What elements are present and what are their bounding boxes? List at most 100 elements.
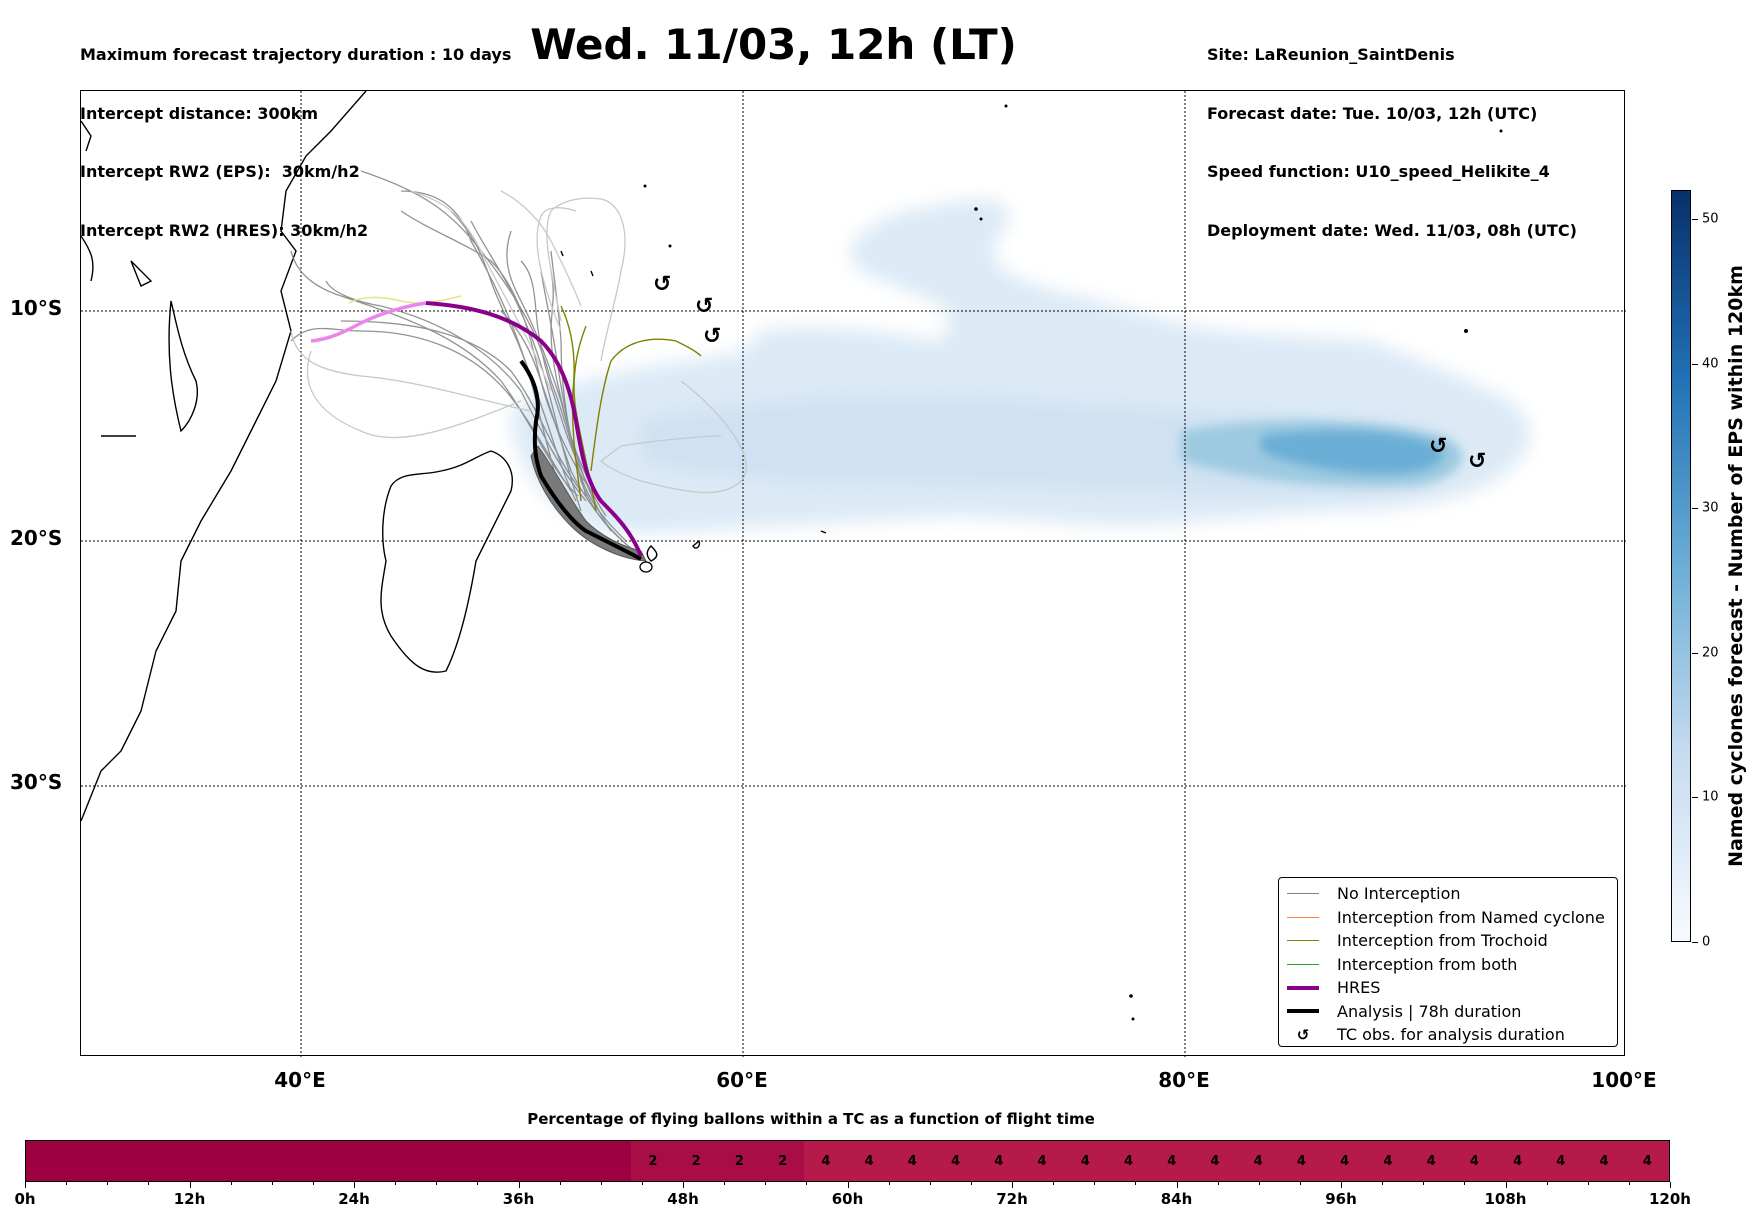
strip-cell: 4 bbox=[1625, 1141, 1669, 1181]
legend-item-trochoid: Interception from Trochoid bbox=[1287, 929, 1617, 953]
strip-cell bbox=[242, 1141, 286, 1181]
tc-obs-icon: ↺ bbox=[695, 294, 713, 319]
strip-tick bbox=[271, 1182, 273, 1185]
trajectory-info-right: Site: LaReunion_SaintDenis Forecast date… bbox=[1207, 6, 1577, 260]
colorbar-tick-label: 30 bbox=[1702, 500, 1719, 516]
colorbar-tick bbox=[1692, 652, 1698, 654]
strip-time-label: 108h bbox=[1484, 1190, 1527, 1208]
strip-tick bbox=[395, 1182, 397, 1185]
strip-tick bbox=[1135, 1182, 1137, 1185]
legend-item-both: Interception from both bbox=[1287, 953, 1617, 977]
strip-tick bbox=[1258, 1182, 1260, 1185]
strip-cell: 4 bbox=[1366, 1141, 1410, 1181]
strip-tick bbox=[189, 1182, 191, 1188]
legend-swatch bbox=[1287, 940, 1319, 942]
strip-cell bbox=[112, 1141, 156, 1181]
strip-cell: 4 bbox=[1495, 1141, 1540, 1181]
strip-tick bbox=[1464, 1182, 1466, 1185]
strip-tick bbox=[354, 1182, 355, 1188]
strip-tick bbox=[724, 1182, 726, 1185]
launch-site-island bbox=[639, 561, 653, 573]
legend-label: HRES bbox=[1337, 978, 1381, 998]
strip-time-label: 96h bbox=[1325, 1190, 1357, 1208]
strip-tick bbox=[477, 1182, 479, 1185]
strip-cell: 4 bbox=[1193, 1141, 1237, 1181]
colorbar-tick-label: 10 bbox=[1702, 789, 1719, 805]
legend-item-analysis: Analysis | 78h duration bbox=[1287, 1000, 1617, 1024]
colorbar-tick bbox=[1692, 942, 1698, 943]
strip-tick bbox=[25, 1182, 26, 1188]
hres-track bbox=[425, 301, 643, 557]
info-intercept-distance: Intercept distance: 300km bbox=[80, 103, 319, 123]
tc-obs-icon: ↺ bbox=[653, 272, 671, 297]
strip-cell bbox=[155, 1141, 199, 1181]
strip-tick bbox=[1094, 1182, 1096, 1185]
strip-cell bbox=[415, 1141, 459, 1181]
lat-label-20s: 20°S bbox=[10, 526, 63, 550]
strip-tick bbox=[1176, 1182, 1178, 1188]
info-speed-function: Speed function: U10_speed_Helikite_4 bbox=[1207, 162, 1550, 181]
strip-cell: 4 bbox=[1539, 1141, 1583, 1181]
graticule bbox=[81, 91, 1626, 1057]
strip-cell: 2 bbox=[717, 1141, 761, 1181]
map-panel[interactable]: ↺ ↺ ↺ ↺ ↺ bbox=[80, 90, 1626, 1057]
colorbar-label: Named cyclones forecast - Number of EPS … bbox=[1725, 265, 1747, 867]
map-title: Wed. 11/03, 12h (LT) bbox=[530, 20, 1017, 69]
map-canvas: ↺ ↺ ↺ ↺ ↺ bbox=[81, 91, 1626, 1057]
legend-item-tc-obs: ↺ TC obs. for analysis duration bbox=[1287, 1023, 1617, 1047]
legend-item-hres: HRES bbox=[1287, 976, 1617, 1000]
strip-tick bbox=[1053, 1182, 1055, 1185]
colorbar-tick bbox=[1692, 508, 1698, 510]
strip-cell: 4 bbox=[1582, 1141, 1626, 1181]
strip-tick bbox=[929, 1182, 931, 1185]
strip-tick bbox=[683, 1182, 684, 1188]
strip-tick bbox=[518, 1182, 520, 1188]
colorbar bbox=[1671, 190, 1691, 942]
colorbar-tick bbox=[1692, 363, 1698, 365]
info-forecast-date: Forecast date: Tue. 10/03, 12h (UTC) bbox=[1207, 103, 1538, 123]
strip-time-label: 60h bbox=[831, 1190, 864, 1208]
strip-cell: 4 bbox=[1409, 1141, 1453, 1181]
legend-label: Analysis | 78h duration bbox=[1337, 1001, 1522, 1021]
strip-tick bbox=[641, 1182, 643, 1185]
strip-cell: 4 bbox=[804, 1141, 848, 1181]
strip-time-label: 120h bbox=[1649, 1190, 1691, 1208]
trajectory-info-left: Maximum forecast trajectory duration : 1… bbox=[80, 6, 511, 260]
strip-tick bbox=[1012, 1182, 1013, 1188]
hres-track-pink bbox=[310, 301, 427, 343]
strip-cell bbox=[588, 1141, 632, 1181]
strip-tick bbox=[1217, 1182, 1219, 1185]
legend-label: Interception from Named cyclone bbox=[1337, 907, 1605, 927]
legend-swatch bbox=[1287, 1009, 1319, 1014]
coastlines bbox=[81, 91, 827, 822]
strip-cell: 2 bbox=[760, 1141, 805, 1181]
strip-cell bbox=[328, 1141, 372, 1181]
legend-label: Interception from both bbox=[1337, 954, 1518, 974]
strip-cell bbox=[544, 1141, 589, 1181]
strip-time-label: 72h bbox=[996, 1190, 1028, 1208]
strip-tick bbox=[1628, 1182, 1630, 1185]
strip-tick bbox=[888, 1182, 890, 1185]
strip-title: Percentage of flying ballons within a TC… bbox=[527, 1110, 1095, 1128]
colorbar-tick-label: 40 bbox=[1702, 356, 1719, 372]
strip-cell bbox=[458, 1141, 502, 1181]
trajectories-no-interception bbox=[290, 170, 642, 557]
strip-tick bbox=[1341, 1182, 1342, 1188]
strip-cell bbox=[501, 1141, 545, 1181]
colorbar-tick-label: 20 bbox=[1702, 645, 1719, 661]
strip-tick bbox=[806, 1182, 808, 1185]
strip-cell: 4 bbox=[1236, 1141, 1280, 1181]
strip-cell: 4 bbox=[1279, 1141, 1324, 1181]
strip-cell: 4 bbox=[1106, 1141, 1151, 1181]
strip-tick bbox=[847, 1182, 849, 1188]
lat-label-10s: 10°S bbox=[10, 296, 63, 320]
strip-cell: 4 bbox=[1150, 1141, 1194, 1181]
legend-label: No Interception bbox=[1337, 884, 1461, 904]
strip-cell: 4 bbox=[1452, 1141, 1496, 1181]
strip-cell bbox=[26, 1141, 70, 1181]
legend-label: TC obs. for analysis duration bbox=[1337, 1025, 1565, 1045]
strip-tick bbox=[970, 1182, 972, 1185]
info-site: Site: LaReunion_SaintDenis bbox=[1207, 45, 1455, 64]
strip-cell: 2 bbox=[674, 1141, 718, 1181]
